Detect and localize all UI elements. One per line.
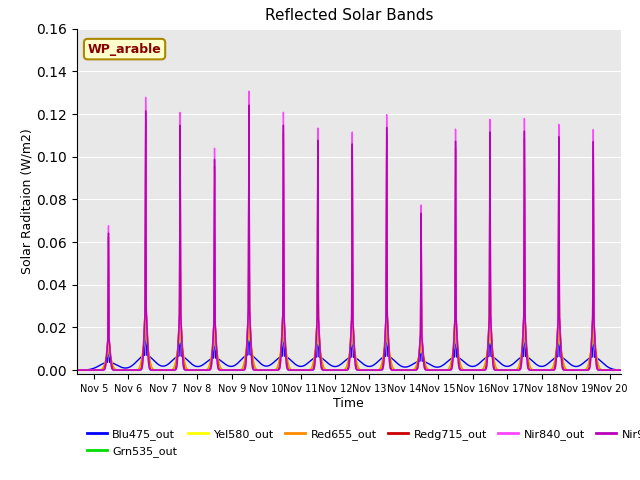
Blu475_out [428, 363, 436, 369]
Red655_out [620, 367, 628, 373]
Yel580_out [522, 345, 530, 350]
Grn535_out [70, 367, 77, 373]
Title: Reflected Solar Bands: Reflected Solar Bands [264, 9, 433, 24]
Line: Yel580_out: Yel580_out [74, 239, 624, 370]
Blu475_out [70, 367, 77, 373]
Nir945_out [428, 367, 436, 373]
Nir840_out [620, 367, 628, 373]
Redg715_out [428, 367, 436, 373]
Nir945_out [280, 303, 288, 309]
Grn535_out [280, 303, 288, 309]
Grn535_out [522, 346, 530, 351]
Blu475_out [522, 354, 530, 360]
Blu475_out [620, 367, 628, 373]
Redg715_out [400, 367, 408, 373]
Redg715_out [70, 367, 77, 373]
Red655_out [428, 367, 436, 373]
Blu475_out [481, 356, 488, 361]
Nir945_out [481, 367, 488, 373]
Nir840_out [400, 367, 408, 373]
Blu475_out [170, 357, 177, 362]
Grn535_out [400, 367, 408, 373]
Nir840_out [481, 367, 488, 373]
Nir840_out [70, 367, 77, 373]
Red655_out [400, 367, 408, 373]
Grn535_out [428, 367, 436, 373]
Yel580_out [70, 367, 77, 373]
Y-axis label: Solar Raditaion (W/m2): Solar Raditaion (W/m2) [20, 129, 33, 275]
Red655_out [245, 227, 253, 233]
Grn535_out [170, 366, 177, 372]
Redg715_out [245, 110, 253, 116]
Nir840_out [170, 367, 177, 373]
Grn535_out [245, 241, 253, 247]
Yel580_out [620, 367, 628, 373]
Line: Blu475_out: Blu475_out [74, 308, 624, 370]
Red655_out [280, 296, 288, 302]
Nir945_out [70, 367, 77, 373]
Redg715_out [170, 367, 177, 373]
Redg715_out [522, 337, 530, 343]
Yel580_out [481, 363, 488, 369]
X-axis label: Time: Time [333, 397, 364, 410]
Line: Nir840_out: Nir840_out [74, 91, 624, 370]
Red655_out [481, 363, 488, 369]
Yel580_out [400, 367, 408, 373]
Red655_out [522, 343, 530, 349]
Blu475_out [400, 364, 408, 370]
Redg715_out [280, 274, 288, 280]
Nir840_out [522, 345, 530, 351]
Nir945_out [245, 102, 253, 108]
Line: Grn535_out: Grn535_out [74, 244, 624, 370]
Red655_out [70, 367, 77, 373]
Yel580_out [280, 300, 288, 306]
Red655_out [170, 366, 177, 372]
Yel580_out [245, 236, 253, 241]
Line: Nir945_out: Nir945_out [74, 105, 624, 370]
Yel580_out [428, 367, 436, 373]
Text: WP_arable: WP_arable [88, 43, 161, 56]
Grn535_out [620, 367, 628, 373]
Nir840_out [245, 88, 253, 94]
Blu475_out [245, 305, 253, 311]
Nir945_out [620, 367, 628, 373]
Line: Red655_out: Red655_out [74, 230, 624, 370]
Blu475_out [280, 330, 288, 336]
Nir840_out [280, 300, 288, 306]
Nir945_out [170, 367, 177, 373]
Nir840_out [428, 367, 436, 373]
Legend: Blu475_out, Grn535_out, Yel580_out, Red655_out, Redg715_out, Nir840_out, Nir945_: Blu475_out, Grn535_out, Yel580_out, Red6… [83, 425, 640, 461]
Grn535_out [481, 363, 488, 369]
Nir945_out [400, 367, 408, 373]
Line: Redg715_out: Redg715_out [74, 113, 624, 370]
Redg715_out [481, 367, 488, 372]
Yel580_out [170, 366, 177, 372]
Nir945_out [522, 346, 530, 352]
Redg715_out [620, 367, 628, 373]
